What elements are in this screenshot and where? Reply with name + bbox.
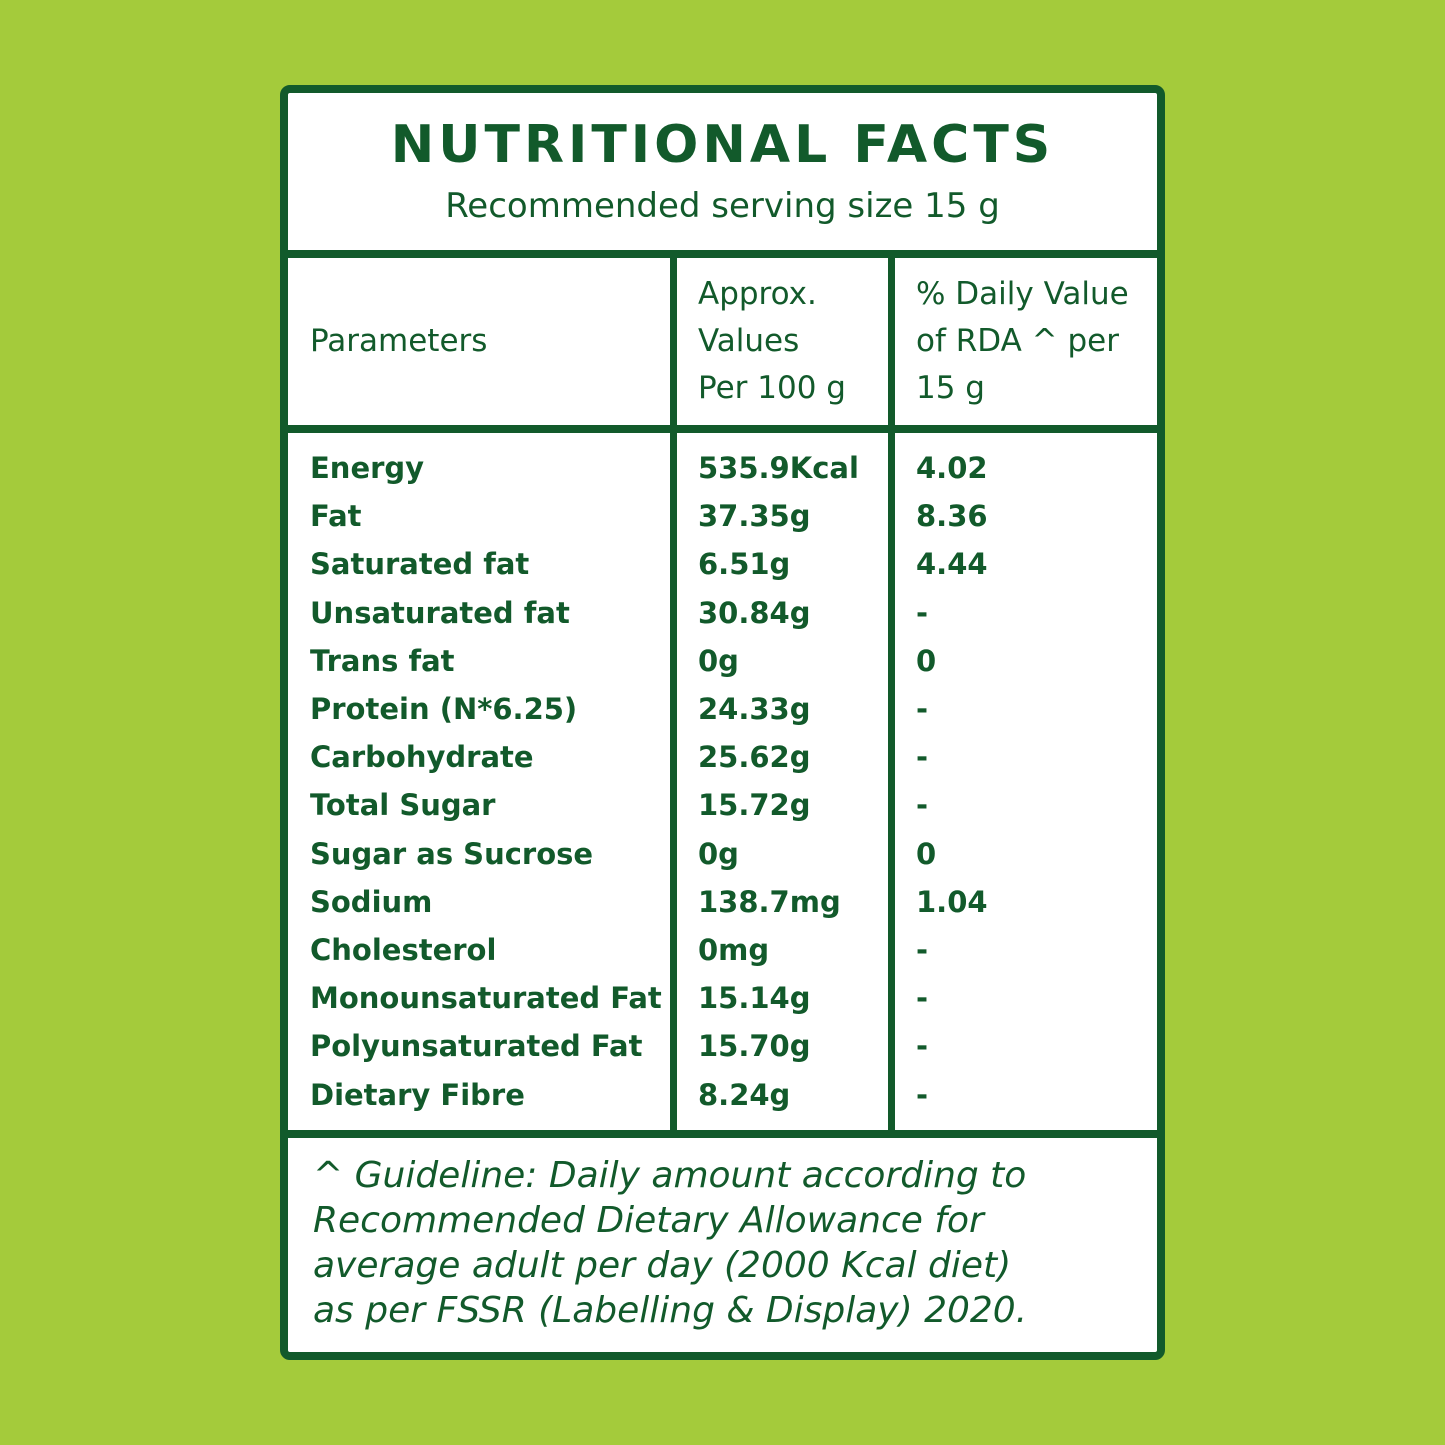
cell-value: 0mg <box>698 933 770 967</box>
nutrition-card: NUTRITIONAL FACTS Recommended serving si… <box>280 85 1165 1360</box>
parameter: Energy <box>310 451 425 485</box>
parameter: Sugar as Sucrose <box>310 836 594 871</box>
footnote-line: average adult per day (2000 Kcal diet) <box>313 1245 1012 1286</box>
cell-value: 1.04 <box>916 884 988 919</box>
cell-value: - <box>916 788 929 823</box>
cell-value: 15.70g <box>698 1029 811 1064</box>
column-header: % Daily Value <box>916 275 1129 312</box>
cell-value: 15.14g <box>698 981 811 1016</box>
cell-value: 4.02 <box>916 451 988 485</box>
parameter: Saturated fat <box>310 547 530 582</box>
cell-value: 0 <box>916 836 937 871</box>
divider <box>288 250 1157 258</box>
cell-value: - <box>916 933 929 967</box>
column-header: Values <box>698 322 800 359</box>
parameter: Trans fat <box>310 643 455 678</box>
parameter: Protein (N*6.25) <box>310 692 578 726</box>
divider <box>288 425 1157 433</box>
column-divider <box>888 258 895 1130</box>
parameter: Total Sugar <box>310 788 496 823</box>
parameter: Fat <box>310 499 362 534</box>
cell-value: 8.24g <box>698 1077 791 1112</box>
column-header: 15 g <box>916 369 985 406</box>
column-header: Per 100 g <box>698 369 846 406</box>
cell-value: - <box>916 595 929 630</box>
cell-value: - <box>916 740 929 775</box>
cell-value: 8.36 <box>916 499 988 534</box>
column-header: Approx. <box>698 275 817 312</box>
parameter: Sodium <box>310 884 433 919</box>
parameter: Unsaturated fat <box>310 595 570 630</box>
cell-value: - <box>916 1077 929 1112</box>
cell-value: - <box>916 692 929 726</box>
column-header: of RDA ^ per <box>916 322 1119 359</box>
cell-value: 0g <box>698 836 739 871</box>
cell-value: 15.72g <box>698 788 811 823</box>
cell-value: 535.9Kcal <box>698 451 859 485</box>
cell-value: 25.62g <box>698 740 811 775</box>
parameter: Polyunsaturated Fat <box>310 1029 643 1064</box>
subtitle: Recommended serving size 15 g <box>445 186 1000 226</box>
cell-value: 30.84g <box>698 595 811 630</box>
parameter: Carbohydrate <box>310 740 534 775</box>
column-divider <box>670 258 677 1130</box>
cell-value: - <box>916 1029 929 1064</box>
column-header: Parameters <box>310 322 488 359</box>
divider <box>288 1130 1157 1138</box>
cell-value: 24.33g <box>698 692 811 726</box>
cell-value: 37.35g <box>698 499 811 534</box>
footnote-line: ^ Guideline: Daily amount according to <box>313 1155 1027 1196</box>
parameter: Monounsaturated Fat <box>310 981 662 1016</box>
parameter: Cholesterol <box>310 933 497 967</box>
cell-value: - <box>916 981 929 1016</box>
title: NUTRITIONAL FACTS <box>390 115 1055 175</box>
cell-value: 138.7mg <box>698 884 841 919</box>
cell-value: 6.51g <box>698 547 791 582</box>
cell-value: 0g <box>698 643 739 678</box>
footnote-line: as per FSSR (Labelling & Display) 2020. <box>313 1290 1028 1331</box>
cell-value: 4.44 <box>916 547 988 582</box>
parameter: Dietary Fibre <box>310 1077 525 1112</box>
footnote-line: Recommended Dietary Allowance for <box>313 1200 984 1241</box>
cell-value: 0 <box>916 643 937 678</box>
